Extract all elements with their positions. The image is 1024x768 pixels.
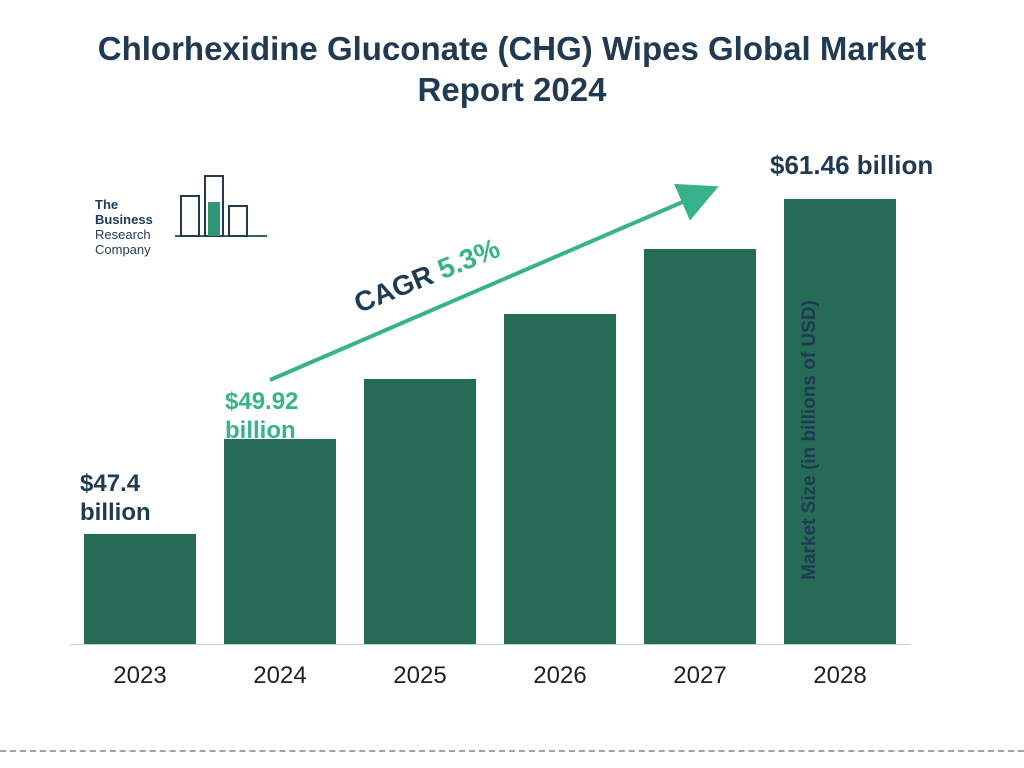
bar [644,249,756,644]
bar-chart: 2023 2024 2025 2026 2027 2028 Market Siz… [70,190,940,690]
value-label-2028: $61.46 billion [770,150,933,181]
xlabel: 2025 [350,662,490,690]
bar-2027 [630,249,770,644]
xlabel: 2024 [210,662,350,690]
bar [364,379,476,644]
xlabel: 2028 [770,662,910,690]
bar [224,439,336,644]
bar [84,534,196,644]
xlabel: 2023 [70,662,210,690]
bars-container [70,190,910,645]
y-axis-label: Market Size (in billions of USD) [799,300,821,580]
bar [504,314,616,644]
bar-2023 [70,534,210,644]
xlabel: 2027 [630,662,770,690]
bar-2026 [490,314,630,644]
chart-title: Chlorhexidine Gluconate (CHG) Wipes Glob… [0,0,1024,111]
bar-2028 [770,199,910,644]
x-axis-labels: 2023 2024 2025 2026 2027 2028 [70,662,910,690]
bar-2025 [350,379,490,644]
xlabel: 2026 [490,662,630,690]
bar-2024 [210,439,350,644]
footer-divider [0,750,1024,752]
